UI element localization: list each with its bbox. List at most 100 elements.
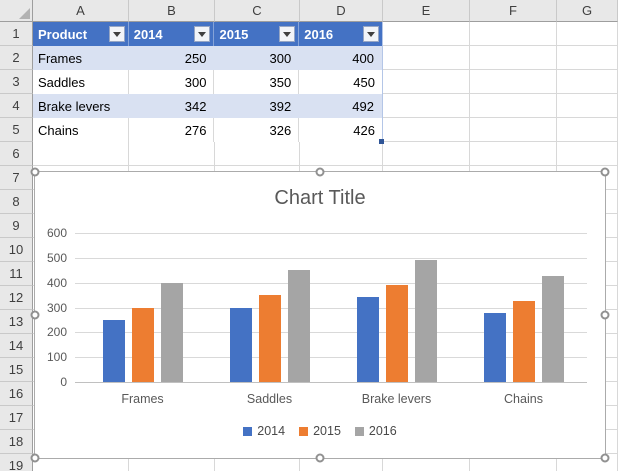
bar-2016-brake-levers[interactable] — [414, 259, 437, 382]
row-header-12[interactable]: 12 — [0, 286, 33, 310]
excel-table: Product 2014 2015 2016 Frames 250 300 400 Saddle… — [33, 22, 384, 144]
table-cell-value[interactable]: 276 — [129, 118, 215, 142]
column-header-E[interactable]: E — [383, 0, 470, 22]
column-header-B[interactable]: B — [129, 0, 215, 22]
table-cell-product[interactable]: Saddles — [33, 70, 129, 94]
table-cell-value[interactable]: 450 — [353, 74, 375, 90]
table-cell-product[interactable]: Brake levers — [38, 98, 111, 114]
table-cell-value[interactable]: 392 — [269, 98, 292, 114]
column-header-A[interactable]: A — [33, 0, 129, 22]
filter-dropdown-arrow-icon — [283, 31, 292, 37]
row-header-17[interactable]: 17 — [0, 406, 33, 430]
filter-dropdown-button[interactable] — [108, 26, 125, 42]
filter-dropdown-arrow-icon — [198, 31, 207, 37]
table-cell-value[interactable]: 426 — [353, 122, 375, 138]
chart-title[interactable]: Chart Title — [274, 187, 366, 209]
table-cell-value[interactable]: 250 — [184, 50, 207, 66]
bar-2014-frames[interactable] — [102, 319, 125, 382]
filter-dropdown-button[interactable] — [363, 26, 379, 42]
bar-2015-frames[interactable] — [131, 307, 154, 382]
bar-2015-saddles[interactable] — [258, 295, 281, 382]
table-header-row: Product 2014 2015 2016 — [33, 22, 382, 46]
row-header-6[interactable]: 6 — [0, 142, 33, 166]
table-cell-value[interactable]: 492 — [352, 98, 374, 114]
row-header-8[interactable]: 8 — [0, 190, 33, 214]
chart-resize-handle[interactable] — [30, 167, 40, 177]
chart-legend[interactable]: 2014 2015 2016 — [35, 424, 605, 438]
y-axis-tick-label: 0 — [60, 375, 67, 389]
table-header-cell-2015[interactable]: 2015 — [214, 22, 300, 46]
bar-2014-saddles[interactable] — [229, 307, 252, 382]
row-headers: 1 2 3 4 5 6 7 8 9 10 11 12 13 14 15 16 17 18 19 — [0, 22, 33, 471]
legend-label: 2016 — [368, 424, 397, 438]
table-header-cell-2014[interactable]: 2014 — [129, 22, 215, 46]
row-header-5[interactable]: 5 — [0, 118, 33, 142]
y-axis-tick-label: 500 — [46, 250, 67, 265]
chart-resize-handle[interactable] — [30, 310, 40, 320]
column-header-F[interactable]: F — [470, 0, 557, 22]
row-header-11[interactable]: 11 — [0, 262, 33, 286]
chart-resize-handle[interactable] — [600, 167, 610, 177]
table-cell-value[interactable]: 400 — [352, 50, 374, 66]
legend-item-2015[interactable]: 2015 — [299, 424, 341, 438]
chart-resize-handle[interactable] — [600, 453, 610, 463]
row-header-16[interactable]: 16 — [0, 382, 33, 406]
select-all-corner[interactable] — [0, 0, 33, 22]
chart-gridline — [75, 332, 587, 334]
legend-swatch-icon — [243, 426, 253, 436]
legend-label: 2015 — [313, 424, 341, 438]
table-cell-value[interactable]: 300 — [129, 70, 215, 94]
filter-dropdown-arrow-icon — [112, 31, 121, 37]
row-header-2[interactable]: 2 — [0, 46, 33, 70]
bar-2014-chains[interactable] — [483, 313, 506, 382]
table-header-cell-2016[interactable]: 2016 — [299, 22, 382, 46]
legend-item-2014[interactable]: 2014 — [243, 424, 285, 438]
chart-resize-handle[interactable] — [600, 310, 610, 320]
filter-dropdown-arrow-icon — [367, 31, 375, 37]
table-cell-value[interactable]: 326 — [214, 118, 300, 142]
table-cell-product[interactable]: Chains — [33, 118, 129, 142]
column-header-G[interactable]: G — [557, 0, 618, 22]
column-header-C[interactable]: C — [215, 0, 300, 22]
bar-2015-brake-levers[interactable] — [385, 284, 408, 382]
bar-2016-chains[interactable] — [541, 276, 564, 382]
row-header-18[interactable]: 18 — [0, 430, 33, 454]
row-header-4[interactable]: 4 — [0, 94, 33, 118]
row-header-19[interactable]: 19 — [0, 454, 33, 471]
table-header-cell-product[interactable]: Product — [33, 22, 129, 46]
table-row: Frames 250 300 400 — [33, 46, 382, 70]
bar-2016-frames[interactable] — [160, 282, 183, 382]
row-header-3[interactable]: 3 — [0, 70, 33, 94]
chart-resize-handle[interactable] — [30, 453, 40, 463]
row-header-13[interactable]: 13 — [0, 310, 33, 334]
table-header-label: 2016 — [304, 26, 334, 42]
row-header-14[interactable]: 14 — [0, 334, 33, 358]
bar-2016-saddles[interactable] — [287, 270, 310, 382]
chart-object[interactable]: Chart Title 0 100 200 300 400 500 600 Frames Sad… — [30, 167, 610, 463]
row-header-9[interactable]: 9 — [0, 214, 33, 238]
column-header-D[interactable]: D — [300, 0, 383, 22]
table-cell-value[interactable]: 342 — [184, 98, 207, 114]
filter-dropdown-button[interactable] — [279, 26, 296, 42]
row-header-10[interactable]: 10 — [0, 238, 33, 262]
bar-2014-brake-levers[interactable] — [356, 297, 379, 382]
filter-dropdown-button[interactable] — [194, 26, 211, 42]
table-cell-product[interactable]: Frames — [38, 50, 83, 66]
table-cell-value[interactable]: 300 — [269, 50, 292, 66]
chart-resize-handle[interactable] — [315, 167, 325, 177]
bar-2015-chains[interactable] — [512, 301, 535, 382]
legend-item-2016[interactable]: 2016 — [354, 424, 397, 438]
table-cell-value[interactable]: 350 — [214, 70, 300, 94]
table-row: Brake levers 342 392 492 — [33, 94, 382, 118]
row-header-1[interactable]: 1 — [0, 22, 33, 46]
legend-swatch-icon — [354, 426, 364, 436]
table-header-label: Product — [38, 26, 88, 42]
table-resize-handle[interactable] — [379, 139, 384, 144]
row-header-15[interactable]: 15 — [0, 358, 33, 382]
table-row: Saddles 300 350 450 — [33, 70, 382, 94]
y-axis-tick-label: 400 — [46, 275, 67, 290]
row-header-7[interactable]: 7 — [0, 166, 33, 190]
select-all-triangle-icon — [19, 8, 30, 19]
chart-resize-handle[interactable] — [315, 453, 325, 463]
